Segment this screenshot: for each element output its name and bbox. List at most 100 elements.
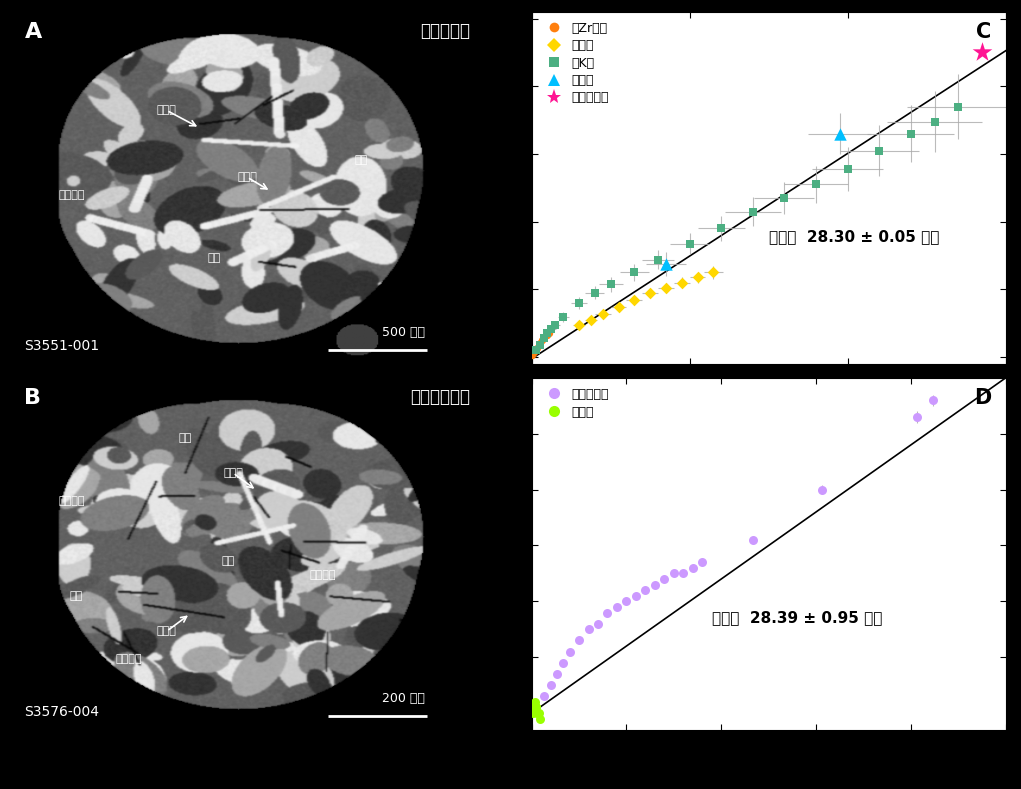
- Point: [658, 282, 674, 294]
- Text: 长石: 长石: [179, 432, 192, 443]
- Text: 单斜辉石: 单斜辉石: [58, 496, 85, 506]
- Point: [531, 337, 547, 350]
- Point: [681, 237, 697, 250]
- Text: 200 微米: 200 微米: [382, 692, 425, 705]
- Point: [525, 707, 541, 720]
- Point: [524, 349, 540, 361]
- Point: [713, 222, 729, 235]
- Text: 钓铁矿: 钓铁矿: [237, 172, 257, 182]
- Text: B: B: [25, 388, 42, 409]
- Point: [529, 707, 545, 720]
- Point: [536, 690, 552, 703]
- Point: [658, 258, 674, 271]
- Point: [674, 276, 690, 289]
- Text: 长石: 长石: [354, 155, 368, 165]
- Text: 低钓玄武岩: 低钓玄武岩: [420, 22, 470, 40]
- X-axis label: $^{87}$Rb/$^{86}$Sr: $^{87}$Rb/$^{86}$Sr: [736, 750, 801, 770]
- Point: [694, 556, 711, 569]
- Point: [646, 578, 663, 591]
- Text: 钓铁矿: 钓铁矿: [156, 626, 177, 636]
- Text: 钓铁矿: 钓铁矿: [223, 468, 243, 478]
- Point: [626, 294, 642, 306]
- Text: A: A: [25, 22, 42, 43]
- Point: [903, 127, 919, 140]
- Text: 年龄：  28.39 ± 0.95 亿年: 年龄： 28.39 ± 0.95 亿年: [712, 610, 882, 625]
- Point: [531, 338, 547, 351]
- Text: 超低钓玄武岩: 超低钓玄武岩: [410, 388, 470, 406]
- Text: 长石: 长石: [222, 556, 235, 566]
- Point: [541, 327, 557, 339]
- Point: [839, 163, 856, 175]
- Text: 钓铁矿: 钓铁矿: [156, 106, 177, 115]
- Point: [599, 606, 616, 619]
- Point: [548, 667, 565, 680]
- Point: [706, 266, 722, 279]
- Text: 单斜辉石: 单斜辉石: [309, 570, 336, 580]
- Text: C: C: [976, 22, 991, 43]
- Point: [871, 144, 887, 157]
- Point: [535, 332, 551, 345]
- Text: 单斜辉石: 单斜辉石: [115, 654, 142, 664]
- Point: [685, 562, 701, 574]
- Point: [538, 329, 554, 342]
- Point: [571, 297, 587, 309]
- Point: [528, 344, 544, 357]
- Point: [744, 533, 761, 546]
- Point: [637, 584, 653, 596]
- Y-axis label: $^{87}$Sr/$^{86}$Sr: $^{87}$Sr/$^{86}$Sr: [467, 523, 487, 585]
- Text: 500 微米: 500 微米: [382, 326, 425, 339]
- Point: [542, 679, 558, 691]
- Text: 长石: 长石: [207, 253, 221, 264]
- Point: [532, 712, 548, 725]
- Point: [776, 192, 792, 204]
- Point: [527, 701, 543, 714]
- Point: [666, 567, 682, 580]
- Point: [642, 287, 659, 300]
- Point: [527, 696, 543, 709]
- Text: 年龄：  28.30 ± 0.05 亿年: 年龄： 28.30 ± 0.05 亿年: [769, 230, 939, 245]
- Point: [580, 623, 596, 636]
- Point: [555, 311, 572, 323]
- Point: [974, 46, 990, 58]
- Point: [587, 286, 603, 299]
- Legend: 含Zr矿物, 磷灰石, 富K相, 陌硫铁, 月球初始铅: 含Zr矿物, 磷灰石, 富K相, 陌硫铁, 月球初始铅: [538, 18, 613, 108]
- Point: [951, 100, 967, 113]
- Point: [571, 319, 587, 331]
- Text: S3551-001: S3551-001: [25, 339, 100, 353]
- Point: [909, 410, 925, 423]
- Point: [657, 573, 673, 585]
- Point: [526, 346, 542, 358]
- Point: [626, 266, 642, 279]
- Text: S3576-004: S3576-004: [25, 705, 99, 720]
- Point: [619, 595, 635, 608]
- Point: [808, 178, 824, 191]
- Point: [531, 707, 547, 720]
- Point: [675, 567, 691, 580]
- Point: [831, 127, 847, 140]
- Point: [536, 331, 552, 344]
- Y-axis label: $^{207}$Pb/$^{206}$Pb: $^{207}$Pb/$^{206}$Pb: [483, 148, 502, 227]
- Point: [525, 701, 541, 714]
- Point: [534, 334, 550, 346]
- Point: [555, 656, 572, 669]
- X-axis label: $^{204}$Pb/$^{206}$Pb: $^{204}$Pb/$^{206}$Pb: [729, 384, 808, 404]
- Legend: 后期填充物, 斜长石: 后期填充物, 斜长石: [538, 384, 613, 423]
- Point: [528, 701, 544, 714]
- Point: [689, 271, 706, 284]
- Text: D: D: [974, 388, 991, 409]
- Point: [590, 617, 606, 630]
- Point: [926, 115, 942, 128]
- Point: [602, 278, 619, 290]
- Point: [744, 205, 761, 218]
- Text: 长石: 长石: [70, 591, 83, 601]
- Point: [814, 484, 830, 496]
- Point: [539, 327, 555, 339]
- Point: [571, 634, 587, 647]
- Point: [562, 645, 578, 658]
- Text: 单斜辉石: 单斜辉石: [58, 190, 85, 200]
- Point: [594, 308, 611, 320]
- Point: [528, 701, 544, 714]
- Point: [650, 253, 667, 266]
- Point: [609, 600, 625, 613]
- Point: [547, 319, 564, 331]
